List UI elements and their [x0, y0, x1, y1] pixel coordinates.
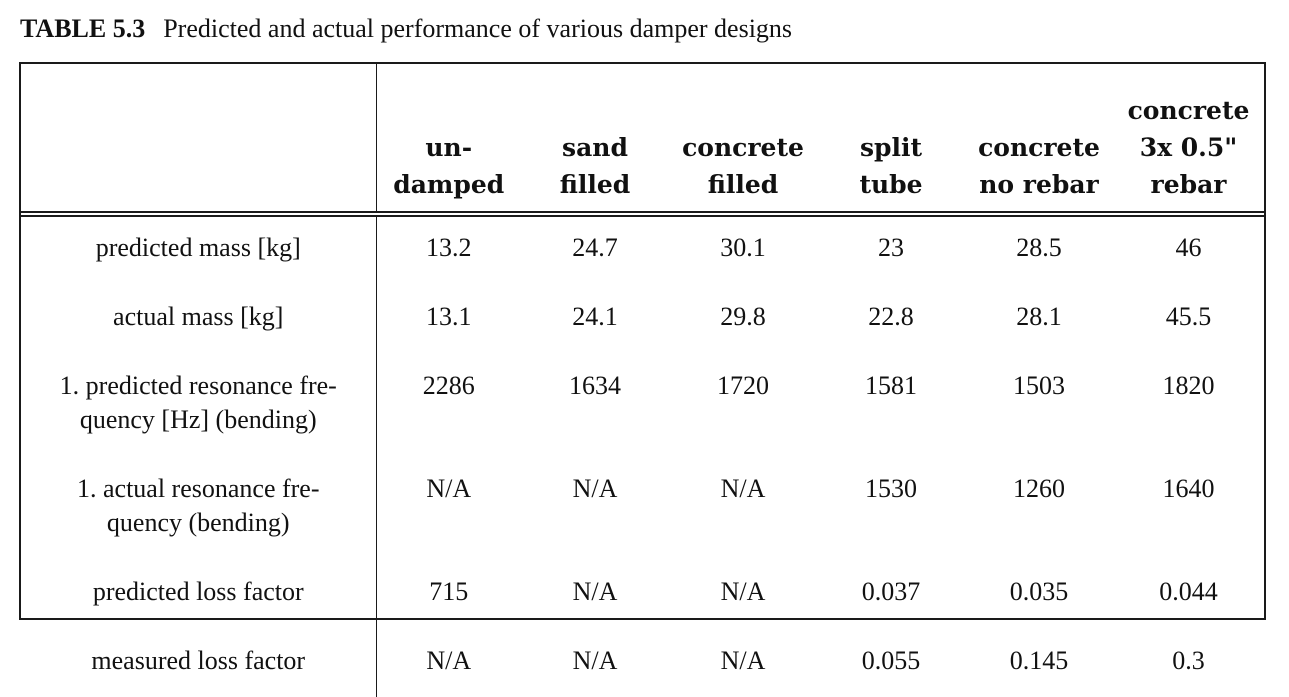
table-cell: 715 — [429, 577, 469, 606]
table-cell: 23 — [878, 233, 904, 262]
header-stub — [21, 64, 377, 217]
table-cell: 1634 — [569, 371, 621, 400]
table-title: Predicted and actual performance of vari… — [163, 14, 793, 43]
table-cell: 28.1 — [1016, 302, 1062, 331]
table-cell: 0.145 — [1009, 646, 1069, 675]
column-header-split-tube: split tube — [817, 64, 965, 217]
table-cell: 1820 — [1162, 371, 1215, 400]
table-cell: 0.055 — [861, 646, 921, 675]
table-cell: 30.1 — [720, 233, 766, 262]
table-cell: 0.044 — [1159, 577, 1218, 606]
table-row: measured loss factor N/A N/A N/A 0.055 0… — [21, 632, 1264, 697]
table-cell: 1581 — [865, 371, 917, 400]
row-label: 1. predicted resonance fre-quency [Hz] (… — [21, 357, 377, 460]
column-header-sand-filled: sand filled — [521, 64, 669, 217]
table-cell: 0.037 — [861, 577, 921, 606]
table-row: predicted mass [kg] 13.2 24.7 30.1 23 28… — [21, 214, 1264, 288]
table-cell: N/A — [426, 474, 472, 503]
table-number: TABLE 5.3 — [20, 14, 146, 43]
row-label: 1. actual resonance fre-quency (bending) — [21, 460, 377, 563]
table-cell: N/A — [720, 474, 766, 503]
table-cell: N/A — [426, 646, 472, 675]
table-cell: 28.5 — [1016, 233, 1062, 262]
table-cell: 2286 — [422, 371, 475, 400]
table-cell: 1720 — [717, 371, 769, 400]
table-cell: N/A — [572, 577, 618, 606]
column-header-undamped: un-damped — [376, 64, 521, 217]
table-cell: 24.1 — [572, 302, 618, 331]
table-cell: 29.8 — [720, 302, 766, 331]
table-cell: 45.5 — [1165, 302, 1212, 331]
row-label: measured loss factor — [21, 632, 377, 697]
table-cell: N/A — [572, 646, 618, 675]
table-cell: 0.035 — [1009, 577, 1069, 606]
table-cell: N/A — [572, 474, 618, 503]
table-cell: 22.8 — [868, 302, 914, 331]
row-label: predicted mass [kg] — [21, 214, 377, 288]
column-header-concrete-no-rebar: concrete no rebar — [965, 64, 1113, 217]
table-row: 1. predicted resonance fre-quency [Hz] (… — [21, 357, 1264, 460]
table-cell: 1530 — [865, 474, 917, 503]
header-row: un-damped sand filled concrete filled spli… — [21, 64, 1264, 217]
table-cell: 0.3 — [1172, 646, 1205, 675]
table-caption: TABLE 5.3 Predicted and actual performanc… — [20, 12, 792, 46]
table-row: actual mass [kg] 13.1 24.1 29.8 22.8 28.… — [21, 288, 1264, 357]
table-cell: 13.2 — [426, 233, 472, 262]
table-cell: 46 — [1175, 233, 1202, 262]
table-row: predicted loss factor 715 N/A N/A 0.037 … — [21, 563, 1264, 632]
table-cell: 24.7 — [572, 233, 618, 262]
column-header-concrete-filled: concrete filled — [669, 64, 817, 217]
table-cell: N/A — [720, 646, 766, 675]
table-cell: N/A — [720, 577, 766, 606]
table-cell: 1260 — [1013, 474, 1065, 503]
table-cell: 1640 — [1162, 474, 1215, 503]
row-label: actual mass [kg] — [21, 288, 377, 357]
column-header-concrete-rebar: concrete 3x 0.5" rebar — [1113, 64, 1264, 217]
table-cell: 13.1 — [426, 302, 472, 331]
row-label: predicted loss factor — [21, 563, 377, 632]
table-cell: 1503 — [1013, 371, 1065, 400]
table-frame: un-damped sand filled concrete filled spli… — [19, 62, 1266, 697]
table-row: 1. actual resonance fre-quency (bending)… — [21, 460, 1264, 563]
damper-performance-table: un-damped sand filled concrete filled spli… — [21, 64, 1264, 697]
